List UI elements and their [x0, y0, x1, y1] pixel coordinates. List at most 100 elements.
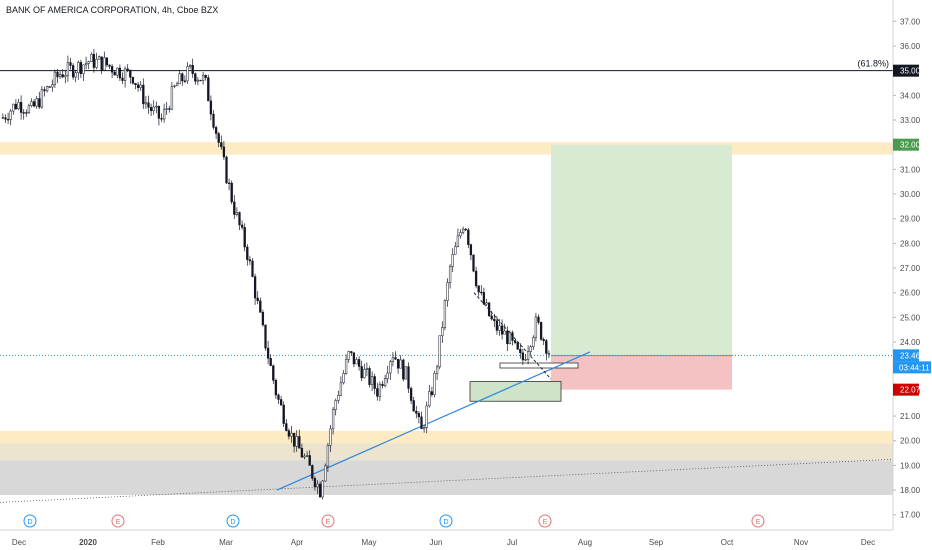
- candle-body: [277, 394, 280, 400]
- candle-body: [285, 423, 288, 431]
- candle-body: [144, 102, 148, 105]
- candle-body: [469, 244, 473, 256]
- candle-body: [373, 376, 376, 389]
- candle-body: [404, 366, 408, 380]
- candle-body: [48, 86, 51, 88]
- candle-body: [51, 84, 54, 88]
- candle-body: [196, 79, 200, 82]
- levels-layer: (61.8%): [0, 59, 894, 503]
- candle-body: [412, 400, 415, 412]
- earnings-marker[interactable]: [111, 514, 125, 528]
- candle-body: [370, 376, 374, 385]
- candle-body: [467, 229, 470, 245]
- candle-body: [175, 83, 179, 87]
- candle-body: [474, 270, 478, 287]
- candle-body: [27, 105, 31, 113]
- candle-body: [360, 366, 363, 379]
- candle-body: [355, 359, 358, 365]
- earnings-marker[interactable]: [751, 514, 765, 528]
- candle-body: [542, 339, 545, 341]
- candle-body: [482, 292, 486, 305]
- candle-body: [303, 455, 306, 458]
- candles-layer: [1, 49, 551, 500]
- dividend-marker[interactable]: [23, 514, 37, 528]
- candle-body: [233, 201, 236, 215]
- candle-body: [279, 399, 283, 406]
- candle-body: [316, 483, 319, 488]
- candle-body: [456, 235, 460, 247]
- time-tick-label: Aug: [578, 538, 592, 547]
- candle-body: [225, 156, 228, 184]
- candle-body: [311, 465, 314, 479]
- candle-body: [134, 82, 137, 86]
- time-axis[interactable]: Dec 2020 Feb Mar Apr May Jun Jul Aug Sep Oct Nov Dec: [0, 529, 893, 547]
- candle-body: [116, 67, 119, 76]
- earnings-marker[interactable]: [321, 514, 335, 528]
- target-price-badge-bg: [893, 138, 919, 151]
- candle-body: [235, 212, 239, 215]
- candle-body: [160, 118, 163, 120]
- candle-body: [409, 388, 413, 401]
- candle-body: [344, 359, 348, 374]
- candle-body: [71, 65, 75, 78]
- candle-body: [40, 89, 44, 108]
- candle-body: [222, 146, 226, 158]
- dividend-marker[interactable]: [439, 514, 453, 528]
- candle-body: [191, 64, 194, 74]
- candle-body: [220, 142, 223, 148]
- event-label: D: [230, 519, 235, 526]
- candle-body: [519, 348, 522, 354]
- candle-body: [178, 73, 181, 85]
- target-price-badge: 32.00: [900, 141, 921, 150]
- candle-body: [485, 302, 488, 305]
- time-tick-label: Nov: [794, 538, 808, 547]
- price-tick-label: 27.00: [900, 264, 921, 273]
- candle-body: [545, 340, 548, 354]
- candle-body: [118, 67, 122, 79]
- candle-body: [347, 351, 350, 360]
- support-zone-band: [0, 443, 893, 461]
- candle-body: [53, 71, 57, 85]
- price-axis[interactable]: 37.00 36.00 35.00 34.00 33.00 32.00 31.00 30.00…: [892, 0, 931, 530]
- candle-body: [168, 108, 171, 110]
- position-layer: [469, 144, 732, 402]
- candle-body: [329, 428, 332, 446]
- candle-body: [425, 405, 428, 428]
- candle-body: [157, 105, 161, 119]
- candle-body: [274, 380, 278, 396]
- candle-body: [79, 62, 83, 74]
- candle-body: [4, 117, 7, 120]
- candle-body: [261, 311, 265, 326]
- candle-body: [227, 182, 231, 185]
- price-tick-label: 19.00: [900, 461, 921, 470]
- candle-body: [378, 383, 382, 397]
- candle-body: [443, 300, 447, 328]
- candle-body: [266, 347, 270, 359]
- candle-body: [183, 80, 187, 82]
- candle-body: [243, 227, 246, 248]
- price-tick-label: 18.00: [900, 486, 921, 495]
- candle-body: [490, 315, 493, 320]
- candle-body: [511, 332, 514, 341]
- time-tick-label: Dec: [12, 538, 26, 547]
- candle-body: [350, 351, 353, 353]
- candle-body: [69, 62, 72, 66]
- earnings-marker[interactable]: [538, 514, 552, 528]
- candle-body: [313, 478, 317, 488]
- candle-body: [103, 57, 106, 71]
- candle-body: [230, 182, 233, 203]
- candle-body: [74, 72, 77, 78]
- candle-body: [503, 330, 506, 335]
- candle-body: [152, 106, 155, 112]
- candle-body: [201, 74, 205, 81]
- candle-body: [295, 436, 298, 447]
- candle-body: [454, 246, 457, 255]
- dividend-marker[interactable]: [226, 514, 240, 528]
- candle-body: [38, 98, 41, 108]
- candle-body: [441, 327, 444, 336]
- candle-body: [292, 432, 296, 447]
- candle-body: [186, 66, 189, 82]
- candle-body: [45, 86, 49, 92]
